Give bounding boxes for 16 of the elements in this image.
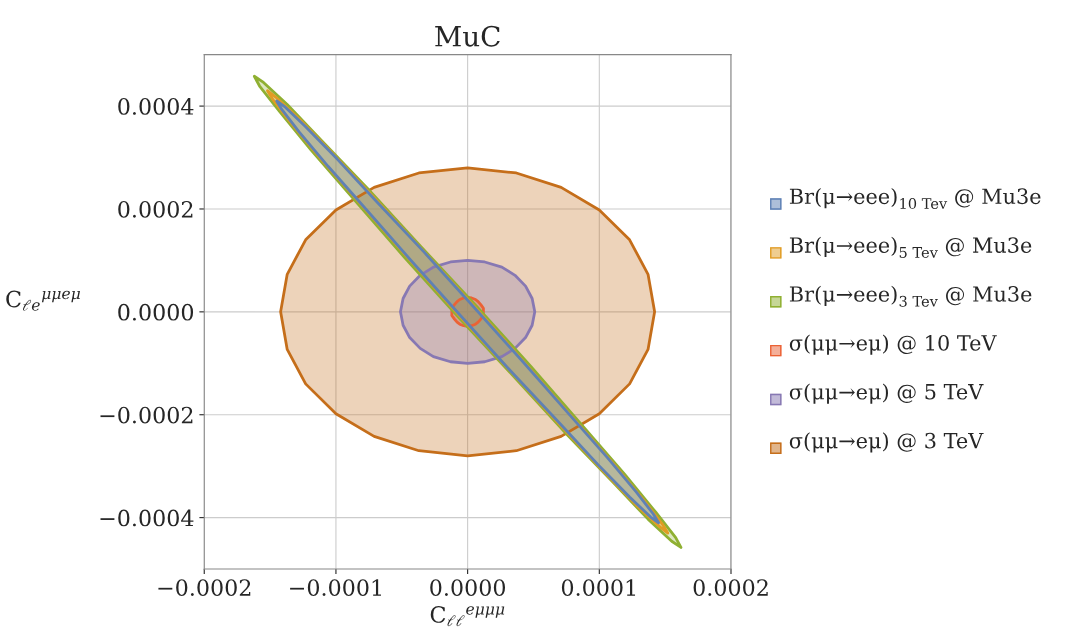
x-tick-label: 0.0002: [693, 579, 768, 596]
legend-label: σ(μμ→eμ) @ 5 TeV: [789, 383, 984, 404]
x-tick-label: −0.0001: [290, 579, 381, 596]
y-tick-label: 0.0000: [118, 303, 194, 321]
x-axis-title: C$_{ℓℓ}$$^{eμμμ}$: [430, 606, 505, 627]
legend-label: σ(μμ→eμ) @ 10 TeV: [789, 334, 997, 355]
x-tick-label: −0.0002: [158, 579, 251, 596]
y-axis-title: C$_{ℓe}$$^{μμeμ}$: [6, 290, 80, 311]
y-tick-label: 0.0002: [118, 200, 193, 218]
y-tick-label: 0.0004: [118, 98, 194, 115]
y-tick-label: −0.0002: [100, 406, 193, 424]
x-tick-label: 0.0000: [430, 579, 506, 596]
y-tick-label: −0.0004: [100, 509, 194, 527]
x-tick-label: 0.0001: [561, 579, 636, 596]
chart-title: MuC: [435, 25, 500, 47]
legend-label: σ(μμ→eμ) @ 3 TeV: [789, 432, 984, 453]
